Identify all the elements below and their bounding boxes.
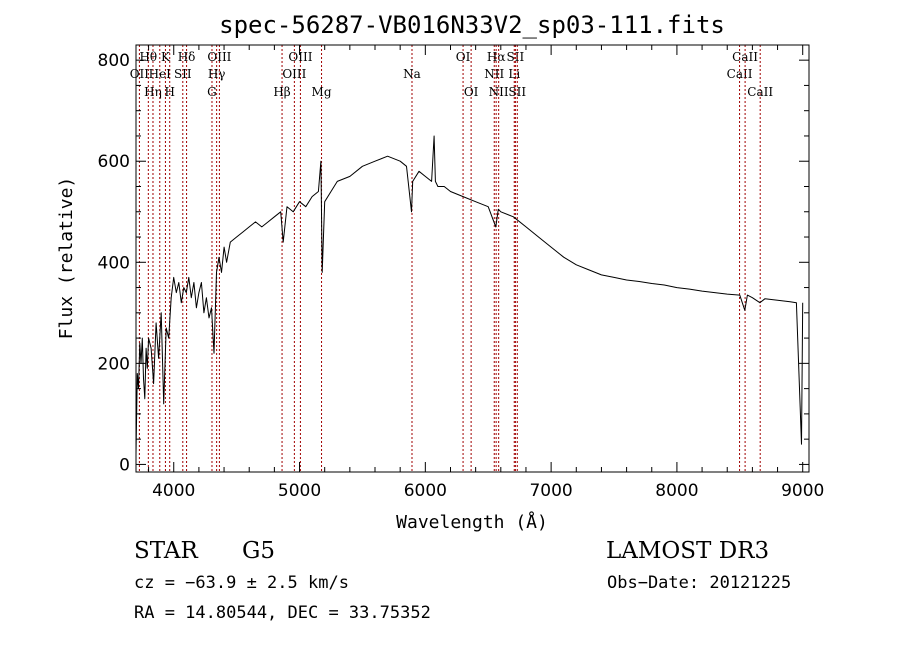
emission-line-label: Hα (487, 50, 506, 64)
emission-line-label: CaII (732, 50, 758, 64)
emission-line-label: OI (456, 50, 471, 64)
emission-line-label: CaII (747, 85, 773, 99)
x-axis: 4000 5000 6000 7000 8000 9000 (148, 45, 824, 501)
emission-line-label: K (161, 50, 171, 64)
observation-date: Obs−Date: 20121225 (607, 573, 792, 593)
survey-name: LAMOST DR3 (606, 538, 770, 564)
x-tick-label: 6000 (404, 481, 447, 501)
emission-line-label: OI (464, 85, 479, 99)
emission-line-label: Hβ (273, 85, 290, 99)
emission-line-label: CaII (727, 67, 753, 81)
emission-line-label: Hδ (178, 50, 196, 64)
object-subclass: G5 (242, 538, 276, 564)
emission-line-label: Mg (312, 85, 332, 99)
emission-line-label: Hγ (208, 67, 226, 81)
x-tick-label: 9000 (781, 481, 824, 501)
y-tick-label: 800 (98, 51, 130, 71)
y-tick-label: 0 (119, 455, 130, 475)
x-tick-label: 7000 (529, 481, 572, 501)
x-tick-label: 4000 (152, 481, 195, 501)
emission-line-label: Hθ (139, 50, 157, 64)
y-tick-label: 600 (98, 152, 130, 172)
y-tick-label: 200 (98, 354, 130, 374)
y-tick-label: 400 (98, 253, 130, 273)
y-axis: 0 200 400 600 800 (98, 51, 809, 475)
redshift-cz: cz = −63.9 ± 2.5 km/s (134, 573, 349, 593)
emission-line-label: Hη (144, 85, 162, 99)
flux-series (135, 135, 804, 455)
flux-line (135, 135, 804, 455)
emission-line-label: HeI (149, 67, 172, 81)
emission-line-label: OII (130, 67, 150, 81)
emission-line-label: OIII (207, 50, 231, 64)
emission-line-label: SII (507, 50, 525, 64)
y-axis-label: Flux (relative) (56, 177, 77, 340)
x-tick-label: 8000 (655, 481, 698, 501)
object-class: STAR (134, 538, 198, 564)
emission-line-markers: OIIHθHηHeIKHSIIHδGHγOIIIHβOIIIOIIIMgNaOI… (130, 45, 773, 472)
emission-line-label: NII (484, 67, 504, 81)
emission-line-label: OIII (288, 50, 312, 64)
emission-line-label: NII (489, 85, 509, 99)
emission-line-label: SII (174, 67, 192, 81)
emission-line-label: G (207, 85, 217, 99)
plot-frame (135, 44, 810, 473)
emission-line-label: Na (403, 67, 421, 81)
emission-line-label: SII (508, 85, 526, 99)
emission-line-label: Li (508, 67, 520, 81)
chart-title: spec-56287-VB016N33V2_sp03-111.fits (219, 11, 725, 39)
ra-dec-coordinates: RA = 14.80544, DEC = 33.75352 (134, 603, 431, 623)
x-tick-label: 5000 (278, 481, 321, 501)
emission-line-label: H (164, 85, 174, 99)
emission-line-label: OIII (282, 67, 306, 81)
x-axis-label: Wavelength (Å) (396, 511, 548, 533)
